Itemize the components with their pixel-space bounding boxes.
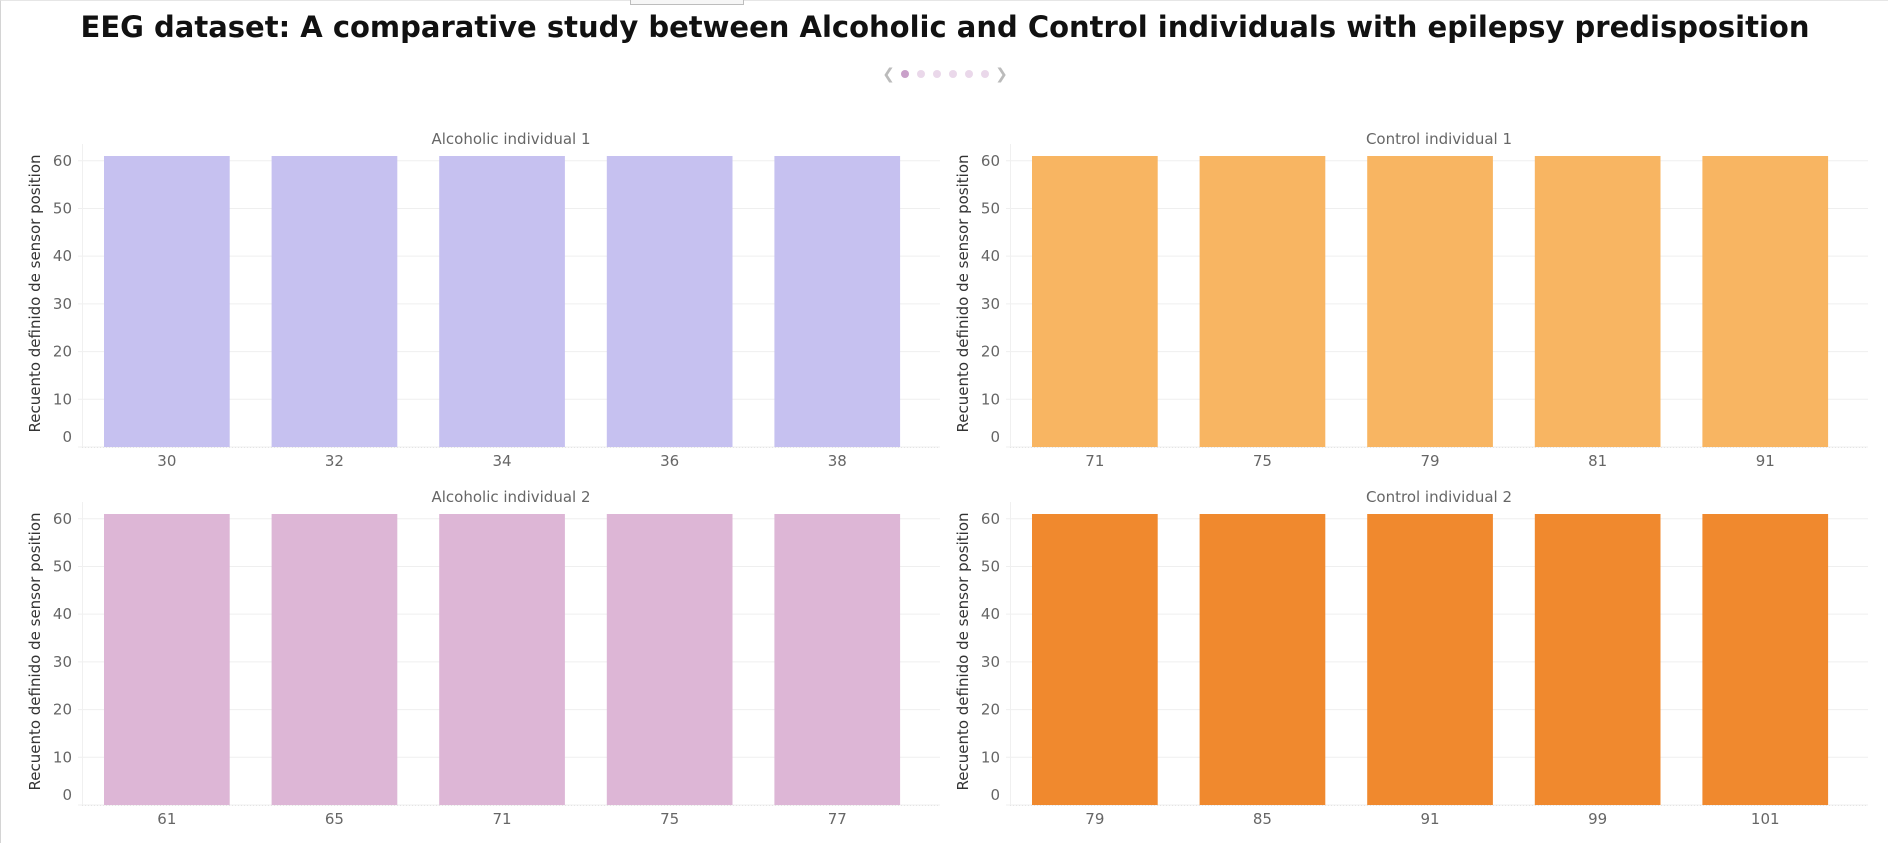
y-tick-label: 40 (53, 247, 72, 265)
y-tick-label: 30 (53, 295, 72, 313)
bar[interactable] (271, 156, 398, 447)
bar[interactable] (271, 514, 398, 805)
x-tick-label: 61 (157, 810, 176, 828)
x-tick-label: 77 (828, 810, 847, 828)
chevron-left-icon[interactable]: ❮ (882, 65, 895, 83)
y-axis-title: Recuento definido de sensor position (954, 512, 972, 790)
y-tick-label: 20 (981, 343, 1000, 361)
y-tick-label: 10 (53, 390, 72, 408)
x-tick-label: 75 (1253, 452, 1272, 470)
bar[interactable] (1702, 514, 1829, 805)
y-tick-label: 50 (53, 557, 72, 575)
bar[interactable] (439, 156, 565, 447)
page-title: EEG dataset: A comparative study between… (80, 10, 1810, 44)
y-axis-title: Recuento definido de sensor position (26, 154, 44, 432)
x-tick-label: 79 (1085, 810, 1104, 828)
y-tick-label: 60 (981, 510, 1000, 528)
toolbar-tab[interactable] (630, 0, 744, 5)
story-pager: ❮ ❯ (880, 64, 1010, 84)
bar[interactable] (774, 514, 901, 805)
chart-alcoholic-individual-2: Alcoholic individual 2 0 10 20 30 40 50 60 Recue… (20, 484, 940, 829)
y-tick-label: 40 (981, 247, 1000, 265)
y-axis-title: Recuento definido de sensor position (954, 154, 972, 432)
chart-title: Control individual 2 (1366, 488, 1512, 506)
y-tick-label: 10 (981, 390, 1000, 408)
x-tick-label: 34 (493, 452, 512, 470)
y-tick-label: 20 (981, 701, 1000, 719)
bar-chart: Alcoholic individual 2 0 10 20 30 40 50 60 Recue… (26, 488, 940, 828)
pager-dots (897, 70, 993, 78)
pager-dot[interactable] (981, 70, 989, 78)
x-tick-label: 85 (1253, 810, 1272, 828)
y-tick-label: 30 (981, 653, 1000, 671)
y-tick-label: 60 (53, 152, 72, 170)
x-tick-label: 81 (1588, 452, 1607, 470)
x-tick-label: 79 (1421, 452, 1440, 470)
y-tick-label: 20 (53, 343, 72, 361)
bar[interactable] (774, 156, 901, 447)
bar[interactable] (1032, 156, 1158, 447)
bar[interactable] (1032, 514, 1158, 805)
chart-title: Control individual 1 (1366, 130, 1512, 148)
y-tick-label: 60 (53, 510, 72, 528)
bar-chart: Control individual 2 0 10 20 30 40 50 60 Recuent… (954, 488, 1868, 828)
pager-dot[interactable] (901, 70, 909, 78)
bar[interactable] (1199, 156, 1326, 447)
chart-control-individual-1: Control individual 1 0 10 20 30 40 50 60 Recuent… (948, 126, 1868, 471)
chart-title: Alcoholic individual 2 (432, 488, 591, 506)
x-tick-label: 71 (493, 810, 512, 828)
chart-alcoholic-individual-1: Alcoholic individual 1 0 10 20 30 40 50 60 Recue… (20, 126, 940, 471)
x-tick-label: 71 (1085, 452, 1104, 470)
bar[interactable] (439, 514, 565, 805)
x-tick-label: 91 (1421, 810, 1440, 828)
y-tick-label: 40 (53, 605, 72, 623)
bar[interactable] (1534, 156, 1661, 447)
y-tick-label: 50 (981, 557, 1000, 575)
y-tick-label: 30 (53, 653, 72, 671)
bar[interactable] (1367, 156, 1493, 447)
y-tick-label: 0 (62, 428, 72, 446)
y-tick-label: 20 (53, 701, 72, 719)
pager-dot[interactable] (933, 70, 941, 78)
x-tick-label: 65 (325, 810, 344, 828)
x-tick-label: 75 (660, 810, 679, 828)
bar[interactable] (1367, 514, 1493, 805)
bar[interactable] (1702, 156, 1829, 447)
bar[interactable] (606, 514, 733, 805)
chart-control-individual-2: Control individual 2 0 10 20 30 40 50 60 Recuent… (948, 484, 1868, 829)
y-tick-label: 0 (62, 786, 72, 804)
y-tick-label: 40 (981, 605, 1000, 623)
x-tick-label: 101 (1751, 810, 1780, 828)
x-tick-label: 38 (828, 452, 847, 470)
x-tick-label: 30 (157, 452, 176, 470)
bar[interactable] (606, 156, 733, 447)
y-tick-label: 50 (53, 199, 72, 217)
pager-dot[interactable] (917, 70, 925, 78)
y-tick-label: 10 (981, 748, 1000, 766)
bar[interactable] (1199, 514, 1326, 805)
y-axis-title: Recuento definido de sensor position (26, 512, 44, 790)
x-tick-label: 99 (1588, 810, 1607, 828)
y-tick-label: 50 (981, 199, 1000, 217)
y-tick-label: 0 (990, 786, 1000, 804)
pager-dot[interactable] (965, 70, 973, 78)
chevron-right-icon[interactable]: ❯ (995, 65, 1008, 83)
y-tick-label: 60 (981, 152, 1000, 170)
x-tick-label: 91 (1756, 452, 1775, 470)
pager-dot[interactable] (949, 70, 957, 78)
bar[interactable] (1534, 514, 1661, 805)
bar-chart: Control individual 1 0 10 20 30 40 50 60 Recuent… (954, 130, 1868, 470)
chart-title: Alcoholic individual 1 (432, 130, 591, 148)
bar-chart: Alcoholic individual 1 0 10 20 30 40 50 60 Recue… (26, 130, 940, 470)
x-tick-label: 36 (660, 452, 679, 470)
y-tick-label: 30 (981, 295, 1000, 313)
y-tick-label: 0 (990, 428, 1000, 446)
bar[interactable] (104, 514, 230, 805)
y-tick-label: 10 (53, 748, 72, 766)
bar[interactable] (104, 156, 230, 447)
x-tick-label: 32 (325, 452, 344, 470)
